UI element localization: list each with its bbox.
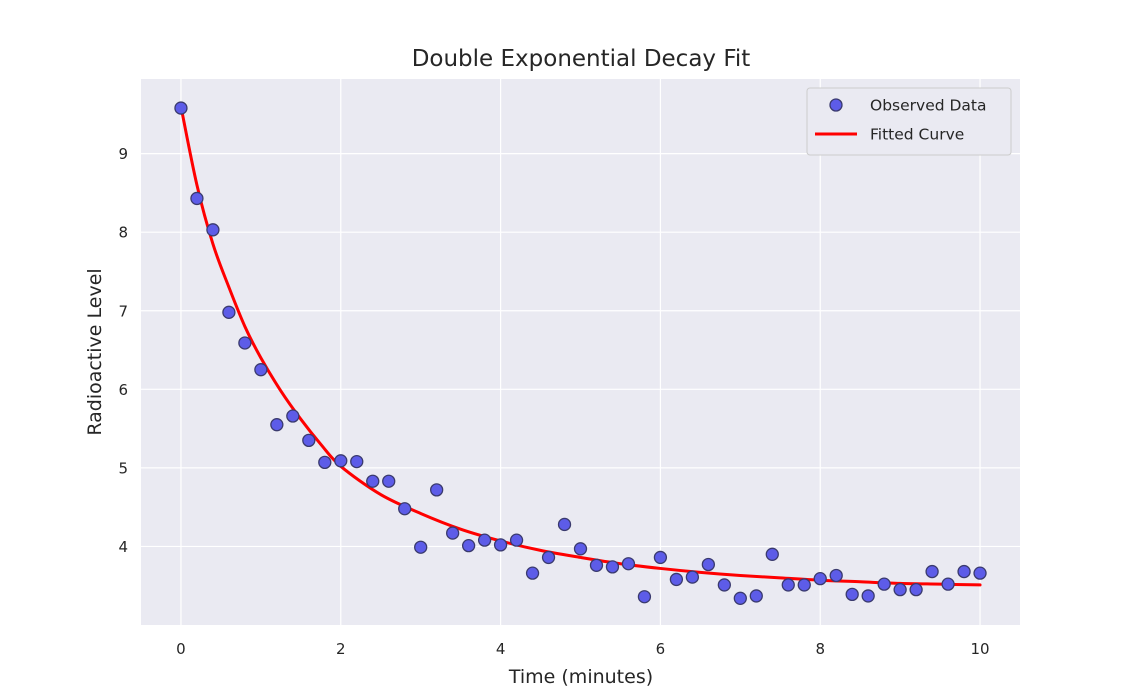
observed-data-point: [541, 550, 556, 565]
y-tick-label: 8: [118, 224, 128, 242]
observed-data-point: [845, 587, 859, 602]
observed-data-point: [461, 539, 476, 553]
observed-data-point: [382, 474, 396, 488]
observed-data-point: [573, 542, 588, 556]
observed-data-point: [973, 566, 987, 580]
y-tick-label: 9: [118, 145, 128, 163]
observed-data-point: [286, 409, 300, 423]
observed-data-point: [605, 560, 620, 574]
observed-data-point: [813, 571, 827, 586]
y-tick-label: 5: [118, 459, 128, 477]
observed-data-point: [749, 589, 763, 603]
observed-data-point: [493, 538, 508, 552]
observed-data-point: [717, 578, 731, 592]
x-tick-label: 8: [815, 640, 825, 658]
observed-data-point: [270, 418, 284, 432]
observed-data-point: [509, 533, 524, 547]
y-tick-label: 7: [118, 302, 128, 320]
observed-data-point: [925, 564, 939, 579]
x-tick-labels: 0 2 4 6 8 10: [176, 640, 989, 658]
observed-data-point: [525, 566, 540, 580]
observed-data-point: [445, 526, 460, 540]
observed-data-point: [366, 474, 380, 488]
observed-data-point: [190, 191, 204, 206]
chart-title: Double Exponential Decay Fit: [412, 46, 751, 72]
observed-data-point: [238, 336, 252, 350]
x-tick-label: 10: [970, 640, 989, 658]
observed-data-point: [685, 570, 700, 584]
observed-data-point: [669, 572, 684, 587]
observed-data-point: [797, 578, 811, 592]
observed-data-point: [957, 564, 971, 579]
observed-data-point: [637, 590, 652, 604]
observed-data-point: [174, 101, 188, 115]
observed-data-point: [350, 454, 364, 469]
observed-data-point: [206, 223, 220, 237]
observed-data-point: [254, 363, 268, 377]
grid-lines: [141, 79, 1020, 625]
legend-box: [806, 87, 1012, 156]
x-tick-label: 0: [176, 640, 186, 658]
observed-data-point: [829, 568, 843, 583]
x-tick-label: 6: [656, 640, 666, 658]
x-axis-label: Time (minutes): [508, 666, 653, 688]
y-axis-label: Radioactive Level: [84, 268, 106, 435]
observed-data-point: [653, 550, 668, 565]
observed-data-point: [893, 582, 907, 597]
observed-data-point: [302, 433, 316, 448]
observed-points-layer: [174, 101, 987, 605]
observed-data-point: [318, 455, 332, 470]
observed-data-point: [557, 517, 572, 532]
observed-data-point: [477, 533, 492, 547]
observed-data-point: [909, 582, 923, 597]
observed-data-point: [733, 591, 747, 605]
observed-data-point: [621, 557, 636, 571]
observed-data-point: [941, 577, 955, 591]
y-tick-label: 6: [118, 381, 128, 399]
observed-data-point: [334, 454, 348, 468]
observed-data-point: [414, 540, 428, 554]
observed-data-point: [430, 483, 444, 497]
y-tick-labels: 4 5 6 7 8 9: [118, 145, 128, 556]
x-tick-label: 2: [336, 640, 346, 658]
x-tick-label: 4: [496, 640, 506, 658]
y-tick-label: 4: [118, 538, 128, 556]
observed-data-point: [701, 557, 716, 572]
observed-data-point: [222, 305, 236, 319]
observed-data-point: [765, 547, 779, 561]
legend-label-observed: Observed Data: [870, 97, 987, 115]
plot-background: [141, 79, 1020, 625]
legend-marker-observed: [829, 98, 843, 112]
legend: Observed Data Fitted Curve: [806, 87, 1012, 156]
observed-data-point: [861, 589, 875, 603]
observed-data-point: [877, 577, 891, 591]
observed-data-point: [398, 502, 412, 516]
observed-data-point: [781, 578, 795, 592]
legend-label-fitted: Fitted Curve: [870, 126, 964, 144]
observed-data-point: [589, 558, 604, 572]
